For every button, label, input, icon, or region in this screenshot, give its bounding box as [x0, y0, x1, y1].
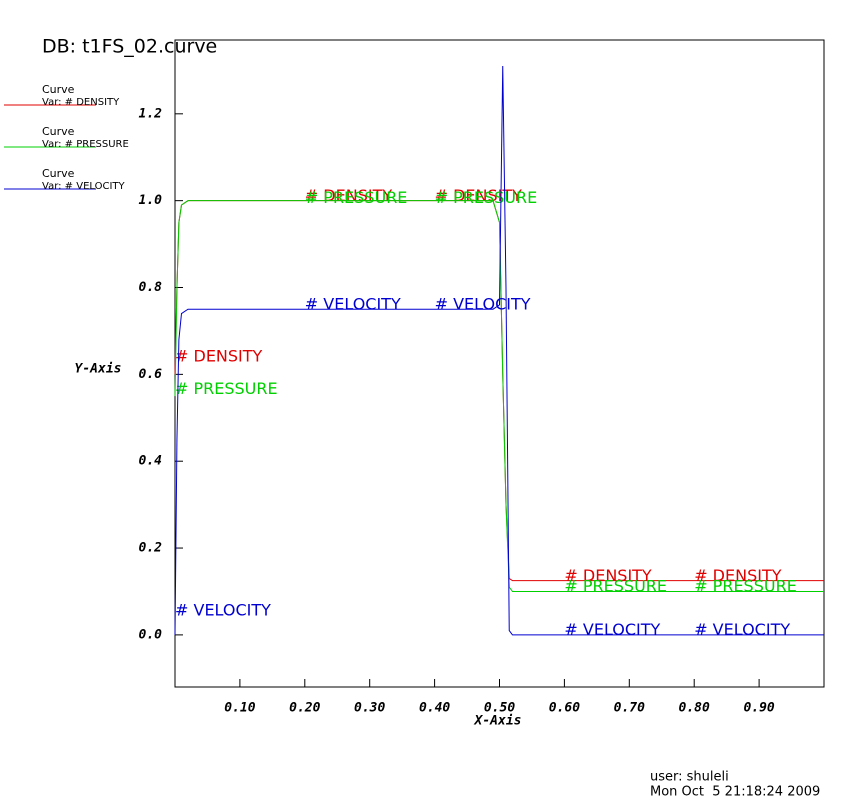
date: Mon Oct 5 21:18:24 2009 [650, 785, 820, 800]
x-tick-label: 0.90 [743, 701, 774, 716]
y-tick-label: 0.6 [139, 367, 163, 382]
curve-label: # PRESSURE [305, 188, 408, 207]
x-tick-label: 0.80 [679, 701, 710, 716]
y-tick-label: 0.4 [139, 454, 163, 469]
curve-label: # DENSITY [564, 566, 652, 585]
y-tick-label: 0.2 [139, 541, 163, 556]
y-tick-label: 1.0 [139, 193, 163, 208]
curve-label: # VELOCITY [305, 294, 401, 313]
y-axis-label: Y-Axis [75, 362, 122, 377]
y-tick-label: 0.0 [139, 627, 163, 642]
x-tick-label: 0.40 [419, 701, 450, 716]
curve-label: # DENSITY [435, 186, 523, 205]
curve-label: # DENSITY [305, 186, 393, 205]
legend-header: Curve [42, 83, 75, 96]
x-tick-label: 0.60 [549, 701, 580, 716]
curve-label: # PRESSURE [694, 577, 797, 596]
curve-label: # DENSITY [175, 346, 263, 365]
curve-label: # VELOCITY [694, 620, 790, 639]
legend-header: Curve [42, 125, 75, 138]
legend-label: Var: # VELOCITY [42, 181, 126, 192]
y-tick-label: 1.2 [139, 106, 163, 121]
curve-label: # VELOCITY [564, 620, 660, 639]
legend-header: Curve [42, 167, 75, 180]
legend-label: Var: # PRESSURE [42, 139, 129, 150]
x-tick-label: 0.70 [614, 701, 645, 716]
x-tick-label: 0.50 [484, 701, 515, 716]
x-tick-label: 0.10 [224, 701, 255, 716]
legend-label: Var: # DENSITY [42, 97, 120, 108]
y-tick-label: 0.8 [139, 280, 163, 295]
line [174, 66, 824, 636]
x-tick-label: 0.30 [354, 701, 385, 716]
chart-title: DB: t1FS_02.curve [42, 36, 217, 58]
curve-label: # PRESSURE [564, 577, 667, 596]
curve-label: # PRESSURE [175, 379, 278, 398]
curve-label: # DENSITY [694, 566, 782, 585]
x-axis-label: X-Axis [474, 714, 522, 729]
curve-label: # VELOCITY [435, 294, 531, 313]
curve-label: # PRESSURE [435, 188, 538, 207]
x-tick-label: 0.20 [289, 701, 320, 716]
curve-label: # VELOCITY [175, 601, 271, 620]
user: user: shuleli [650, 770, 729, 785]
line [174, 200, 824, 592]
